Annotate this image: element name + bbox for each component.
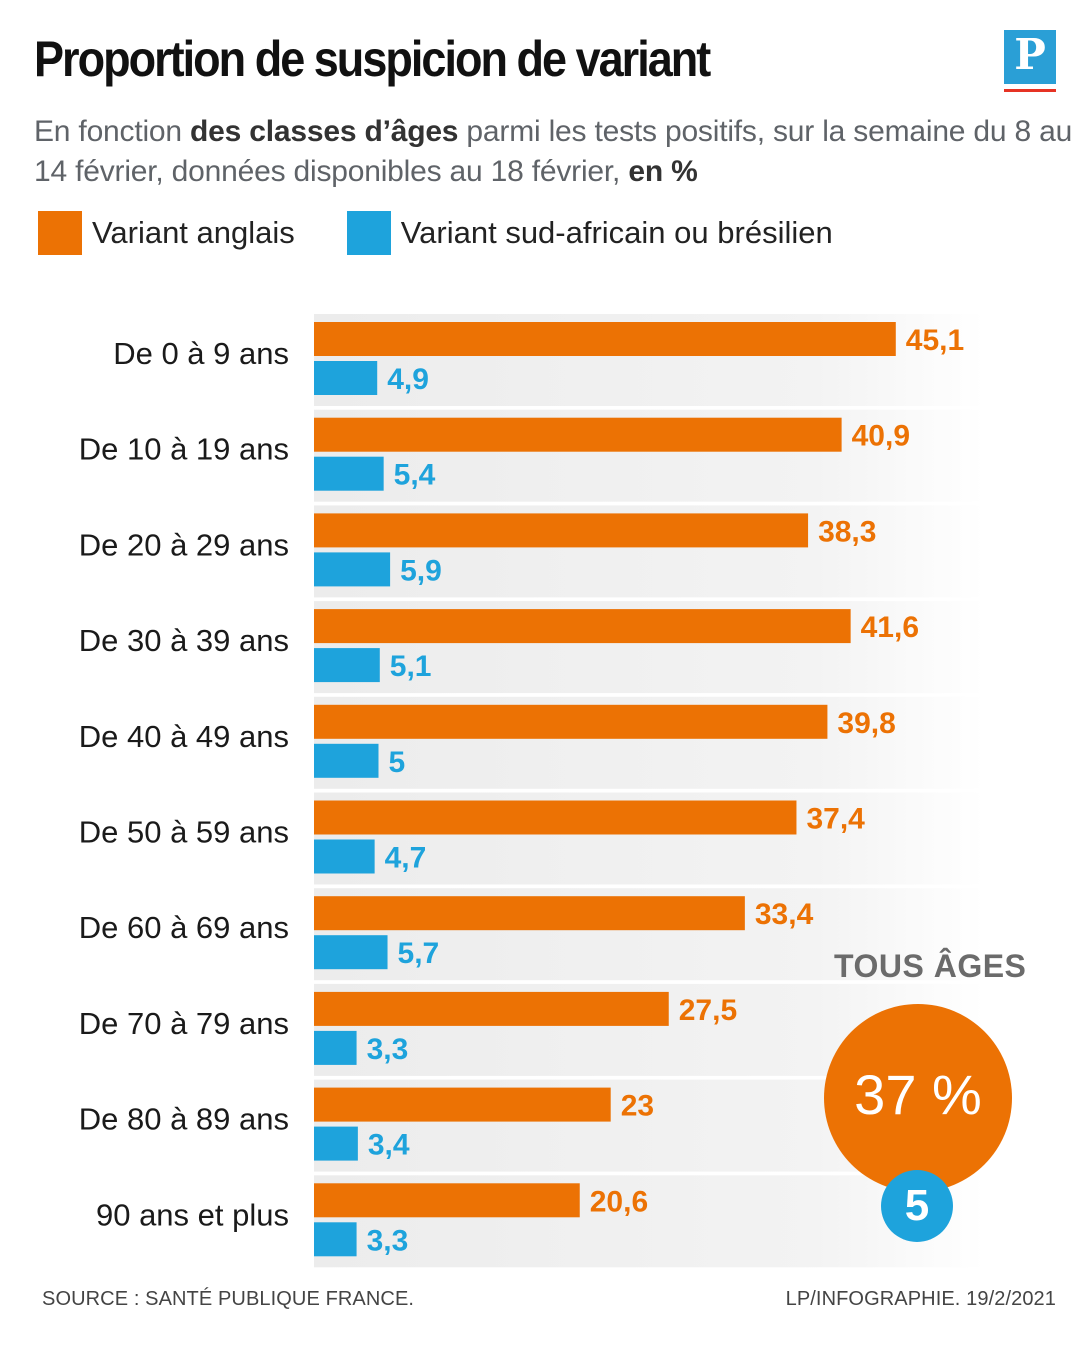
- bar-variant-sud-africain: [314, 839, 375, 874]
- data-label: 38,3: [818, 515, 876, 548]
- data-label: 3,3: [367, 1033, 409, 1066]
- category-label: De 40 à 49 ans: [79, 719, 289, 754]
- category-label: De 50 à 59 ans: [79, 815, 289, 850]
- summary-small-value: 5: [904, 1181, 930, 1230]
- data-label: 3,3: [367, 1224, 409, 1257]
- bar-variant-sud-africain: [314, 648, 380, 683]
- legend: Variant anglais Variant sud-africain ou …: [38, 210, 885, 256]
- data-label: 33,4: [755, 898, 814, 931]
- data-label: 39,8: [837, 707, 895, 740]
- subtitle-part-bold: en %: [628, 155, 698, 188]
- legend-swatch-blue: [346, 211, 391, 255]
- data-label: 3,4: [368, 1129, 410, 1162]
- bar-variant-anglais: [314, 1087, 611, 1122]
- legend-label: Variant sud-africain ou brésilien: [400, 215, 833, 250]
- category-label: De 0 à 9 ans: [113, 336, 289, 371]
- bar-variant-anglais: [314, 896, 745, 931]
- data-label: 23: [621, 1090, 654, 1123]
- category-label: De 60 à 69 ans: [79, 910, 289, 945]
- subtitle-part: parmi les tests positifs, sur la semaine…: [34, 115, 1073, 188]
- data-label: 27,5: [679, 994, 737, 1027]
- summary-label: TOUS ÂGES: [834, 948, 1027, 984]
- category-label: De 10 à 19 ans: [79, 432, 289, 467]
- bar-variant-sud-africain: [314, 1126, 358, 1161]
- subtitle-part-bold: des classes d’âges: [190, 115, 459, 148]
- bar-variant-sud-africain: [314, 456, 384, 491]
- data-label: 20,6: [590, 1185, 648, 1218]
- legend-item-variant-sud-africain: Variant sud-africain ou brésilien: [346, 211, 833, 255]
- data-label: 4,9: [387, 363, 429, 396]
- bar-variant-sud-africain: [314, 935, 388, 970]
- credit-note: LP/INFOGRAPHIE. 19/2/2021: [785, 1288, 1056, 1310]
- legend-swatch-orange: [38, 211, 82, 255]
- legend-item-variant-anglais: Variant anglais: [38, 211, 295, 255]
- data-label: 45,1: [906, 324, 964, 357]
- category-label: 90 ans et plus: [96, 1197, 289, 1232]
- bar-variant-anglais: [314, 1183, 580, 1218]
- bar-variant-sud-africain: [314, 743, 379, 778]
- summary-circle-anglais: 37 %: [824, 1004, 1012, 1192]
- data-label: 5,1: [390, 650, 432, 683]
- bar-variant-sud-africain: [314, 552, 391, 587]
- bar-variant-sud-africain: [314, 361, 378, 395]
- data-label: 40,9: [852, 420, 910, 453]
- source-note: SOURCE : SANTÉ PUBLIQUE FRANCE.: [42, 1288, 415, 1310]
- data-label: 5: [389, 746, 406, 779]
- bar-variant-anglais: [314, 322, 896, 356]
- data-label: 4,7: [385, 842, 427, 875]
- data-label: 5,7: [398, 937, 440, 970]
- bar-variant-anglais: [314, 513, 809, 548]
- category-label: De 20 à 29 ans: [79, 527, 289, 562]
- data-label: 41,6: [861, 611, 919, 644]
- chart-title: Proportion de suspicion de variant: [34, 31, 711, 87]
- category-label: De 70 à 79 ans: [79, 1006, 289, 1041]
- bar-variant-anglais: [314, 991, 669, 1026]
- bar-variant-sud-africain: [314, 1222, 357, 1257]
- summary-circle-sud-africain: 5: [881, 1170, 953, 1242]
- data-label: 5,9: [400, 554, 442, 587]
- data-label: 37,4: [806, 803, 865, 836]
- bar-variant-anglais: [314, 704, 828, 739]
- subtitle-part: En fonction: [34, 115, 191, 148]
- bar-variant-anglais: [314, 609, 851, 644]
- legend-label: Variant anglais: [92, 215, 295, 250]
- category-label: De 80 à 89 ans: [79, 1102, 289, 1137]
- bar-variant-sud-africain: [314, 1030, 357, 1065]
- data-label: 5,4: [394, 459, 436, 492]
- bar-variant-anglais: [314, 417, 842, 452]
- bar-variant-anglais: [314, 800, 797, 835]
- summary-big-value: 37 %: [854, 1062, 982, 1126]
- chart-subtitle: En fonction des classes d’âges parmi les…: [34, 112, 1074, 192]
- category-label: De 30 à 39 ans: [79, 623, 289, 658]
- publisher-logo-icon: P: [1004, 30, 1056, 92]
